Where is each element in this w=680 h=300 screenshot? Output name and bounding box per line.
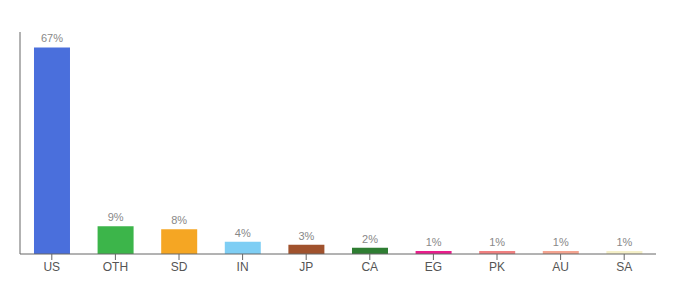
svg-text:1%: 1% <box>553 236 569 248</box>
svg-text:4%: 4% <box>235 227 251 239</box>
svg-text:1%: 1% <box>616 236 632 248</box>
svg-text:1%: 1% <box>426 236 442 248</box>
svg-text:CA: CA <box>361 260 378 274</box>
svg-text:67%: 67% <box>41 32 63 44</box>
svg-text:1%: 1% <box>489 236 505 248</box>
svg-text:IN: IN <box>237 260 249 274</box>
svg-text:SA: SA <box>616 260 632 274</box>
svg-text:US: US <box>43 260 60 274</box>
svg-text:SD: SD <box>171 260 188 274</box>
svg-text:PK: PK <box>489 260 505 274</box>
svg-text:JP: JP <box>299 260 313 274</box>
svg-text:9%: 9% <box>108 211 124 223</box>
svg-text:8%: 8% <box>171 214 187 226</box>
svg-text:AU: AU <box>552 260 569 274</box>
svg-text:EG: EG <box>425 260 442 274</box>
svg-text:3%: 3% <box>298 230 314 242</box>
svg-text:OTH: OTH <box>103 260 128 274</box>
svg-text:2%: 2% <box>362 233 378 245</box>
